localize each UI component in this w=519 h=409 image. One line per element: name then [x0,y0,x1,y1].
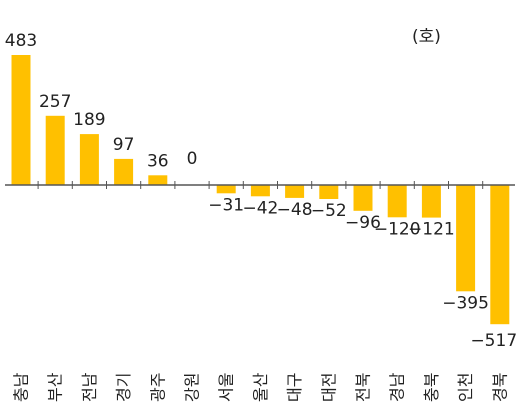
category-labels-layer: 충남 부산 전남 경기 광주 강원 서울 울산 대구 대전 전북 경남 충북 인천 경북 [12,372,510,402]
category-label-8: 대구 [285,373,304,402]
value-label-14: −517 [470,331,517,351]
bar-13 [456,185,476,292]
category-label-5: 강원 [183,373,202,402]
axis-layer [5,181,515,189]
bar-8 [285,185,305,198]
bar-1 [45,115,65,185]
category-label-4: 광주 [148,373,167,402]
category-label-9: 대전 [319,373,338,402]
category-label-7: 울산 [251,372,270,402]
category-label-3: 경기 [114,373,133,402]
unit-label: (호) [412,27,441,47]
category-label-12: 충북 [422,373,441,402]
category-label-6: 서울 [217,373,236,402]
bar-6 [216,185,236,194]
value-label-12: −121 [408,220,455,240]
value-label-8: −48 [277,200,313,220]
bar-14 [490,185,510,325]
value-label-2: 189 [73,110,105,130]
value-label-1: 257 [39,92,71,112]
bar-12 [421,185,441,218]
category-label-0: 충남 [12,372,31,402]
category-label-14: 경북 [490,373,509,402]
value-label-0: 483 [5,31,37,51]
bar-11 [387,185,407,218]
category-label-11: 경남 [388,372,407,402]
value-label-3: 97 [113,135,135,155]
value-label-5: 0 [187,149,198,169]
value-label-9: −52 [311,201,347,221]
bar-2 [79,134,99,185]
bar-7 [250,185,270,197]
value-label-11: −120 [374,219,421,239]
bar-3 [114,158,134,185]
bar-9 [319,185,339,199]
category-label-1: 부산 [46,372,65,402]
bar-0 [11,55,31,185]
value-label-4: 36 [147,151,169,171]
bar-10 [353,185,373,211]
bar-4 [148,175,168,185]
category-label-2: 전남 [80,372,99,402]
value-label-6: −31 [208,195,244,215]
category-label-13: 인천 [456,373,475,402]
bars-layer [11,55,510,325]
value-label-13: −395 [442,293,489,313]
value-label-10: −96 [345,213,381,233]
category-label-10: 전북 [354,373,373,402]
value-label-7: −42 [242,198,278,218]
